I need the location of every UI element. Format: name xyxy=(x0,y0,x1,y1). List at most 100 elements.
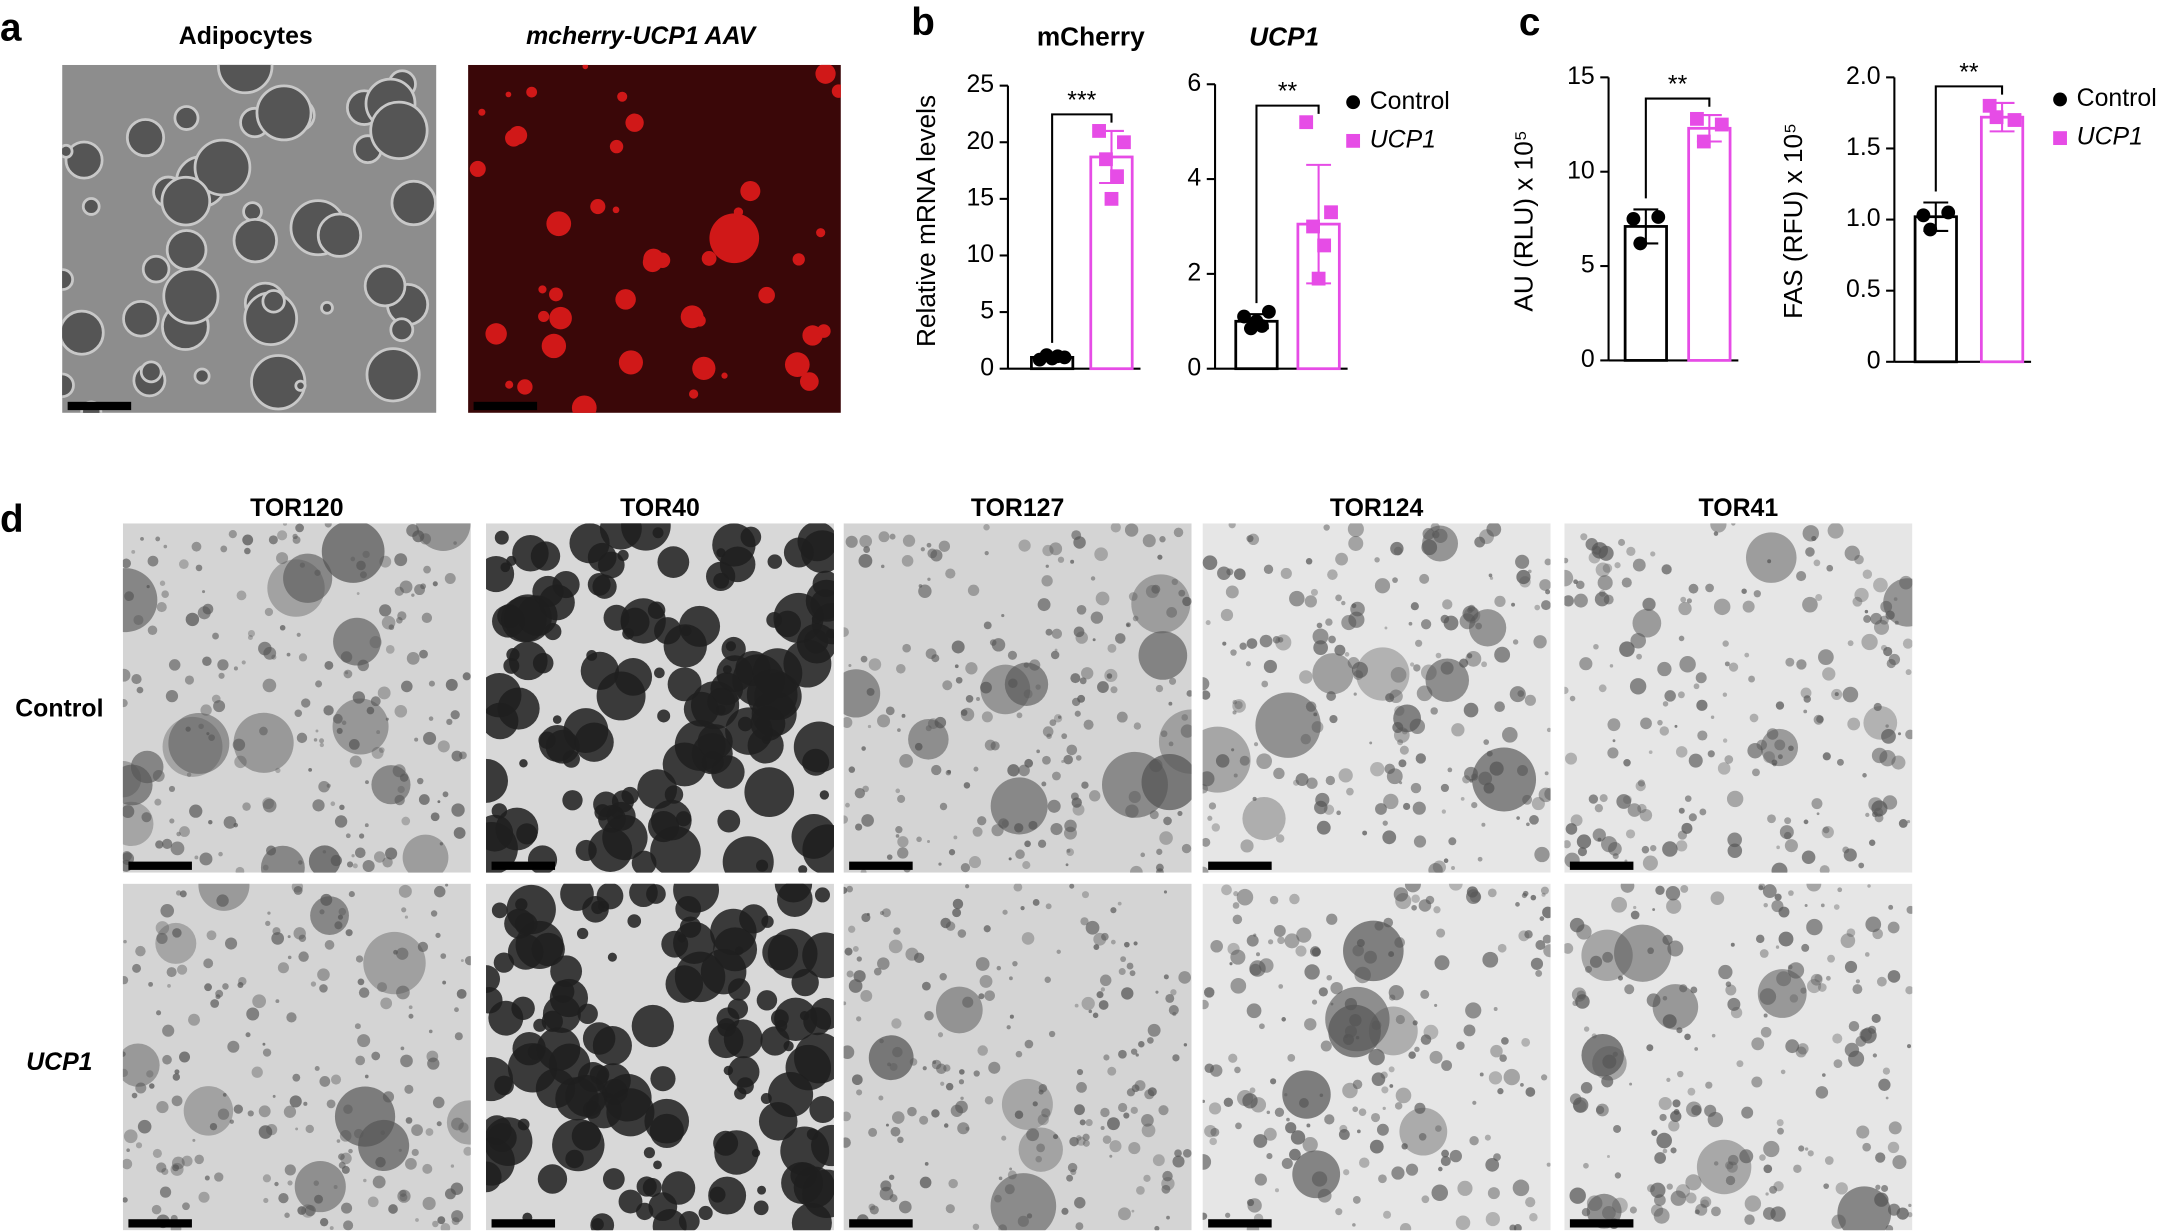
cell xyxy=(1803,709,1808,714)
cell xyxy=(1873,702,1882,712)
cell xyxy=(62,372,75,399)
cell xyxy=(1642,855,1658,871)
cell xyxy=(1018,1127,1063,1172)
cell xyxy=(1776,1119,1784,1127)
cell xyxy=(370,696,381,707)
cell xyxy=(1311,999,1318,1005)
cell xyxy=(1116,711,1128,723)
cell xyxy=(318,780,330,793)
cell xyxy=(181,1155,193,1167)
cell xyxy=(1280,567,1292,580)
cell xyxy=(1155,990,1159,994)
cell xyxy=(451,803,465,817)
cell xyxy=(430,910,438,917)
cell xyxy=(1133,941,1138,946)
cell xyxy=(1239,642,1247,650)
cell xyxy=(453,827,466,839)
cell xyxy=(758,286,775,304)
cell xyxy=(1883,646,1893,657)
cell xyxy=(1143,1174,1151,1182)
cell xyxy=(1069,883,1075,889)
y-tick-label: 0 xyxy=(1187,354,1201,381)
cell xyxy=(797,523,834,562)
cell xyxy=(163,544,168,549)
cell xyxy=(1832,1033,1843,1044)
data-point xyxy=(1261,304,1276,319)
cell xyxy=(1824,1156,1834,1165)
cell xyxy=(1662,841,1678,857)
column-label: TOR127 xyxy=(971,495,1064,522)
cell xyxy=(1121,987,1134,1000)
cell xyxy=(215,989,224,998)
data-point xyxy=(1324,205,1338,220)
cell xyxy=(416,523,471,551)
cell xyxy=(1286,1117,1290,1122)
cell xyxy=(1520,1083,1524,1087)
y-tick-label: 4 xyxy=(1187,165,1201,192)
cell xyxy=(135,1142,143,1149)
cell xyxy=(1428,863,1443,873)
cell xyxy=(1650,1182,1666,1198)
cell xyxy=(1788,890,1794,896)
y-tick-label: 6 xyxy=(1187,70,1201,97)
cell xyxy=(1007,764,1020,777)
cell xyxy=(1599,794,1608,803)
cell xyxy=(1843,848,1857,862)
cell xyxy=(856,1089,863,1096)
cell xyxy=(530,541,561,571)
cell xyxy=(1100,1107,1110,1118)
cell xyxy=(952,898,964,910)
cell xyxy=(716,548,726,558)
cell xyxy=(1885,610,1895,620)
cell xyxy=(323,705,334,716)
cell xyxy=(1347,656,1360,669)
cell xyxy=(1359,1157,1370,1168)
cell xyxy=(1836,758,1844,766)
cell xyxy=(136,686,144,694)
cell xyxy=(451,1217,460,1226)
cell xyxy=(1435,652,1442,659)
scale-bar xyxy=(849,861,913,870)
cell xyxy=(1465,650,1482,667)
cell xyxy=(1004,1184,1015,1195)
cell xyxy=(1338,768,1353,783)
cell xyxy=(1653,1207,1670,1224)
cell xyxy=(698,1205,713,1221)
cell xyxy=(1311,1171,1328,1187)
cell xyxy=(1639,808,1653,822)
cell xyxy=(1081,667,1094,680)
cell xyxy=(1887,970,1901,983)
cell xyxy=(1232,914,1243,925)
cell xyxy=(1580,533,1588,541)
cell xyxy=(247,629,256,638)
bar xyxy=(1913,215,1958,364)
cell xyxy=(843,815,849,824)
cell xyxy=(1451,723,1465,737)
cell xyxy=(1045,903,1052,910)
cell xyxy=(885,706,895,716)
cell xyxy=(1081,891,1089,899)
cell xyxy=(450,1164,455,1168)
cell xyxy=(310,896,349,935)
cell xyxy=(1330,1002,1334,1006)
cell xyxy=(171,1156,185,1170)
image-title: mcherry-UCP1 AAV xyxy=(526,23,758,50)
cell xyxy=(1521,1037,1531,1047)
cell xyxy=(1085,920,1100,935)
cell xyxy=(220,545,228,553)
y-tick-label: 0 xyxy=(980,354,994,381)
cell xyxy=(725,641,737,652)
cell xyxy=(590,198,606,215)
cell xyxy=(921,981,931,991)
cell xyxy=(304,1205,316,1217)
cell xyxy=(1404,883,1421,893)
cell xyxy=(1065,863,1069,867)
cell xyxy=(1870,612,1883,625)
micrograph xyxy=(1202,883,1551,1231)
cell xyxy=(902,643,911,653)
cell xyxy=(555,1077,599,1121)
cell xyxy=(1348,611,1365,628)
cell xyxy=(189,804,203,818)
cell xyxy=(373,851,386,863)
cell xyxy=(396,947,409,960)
